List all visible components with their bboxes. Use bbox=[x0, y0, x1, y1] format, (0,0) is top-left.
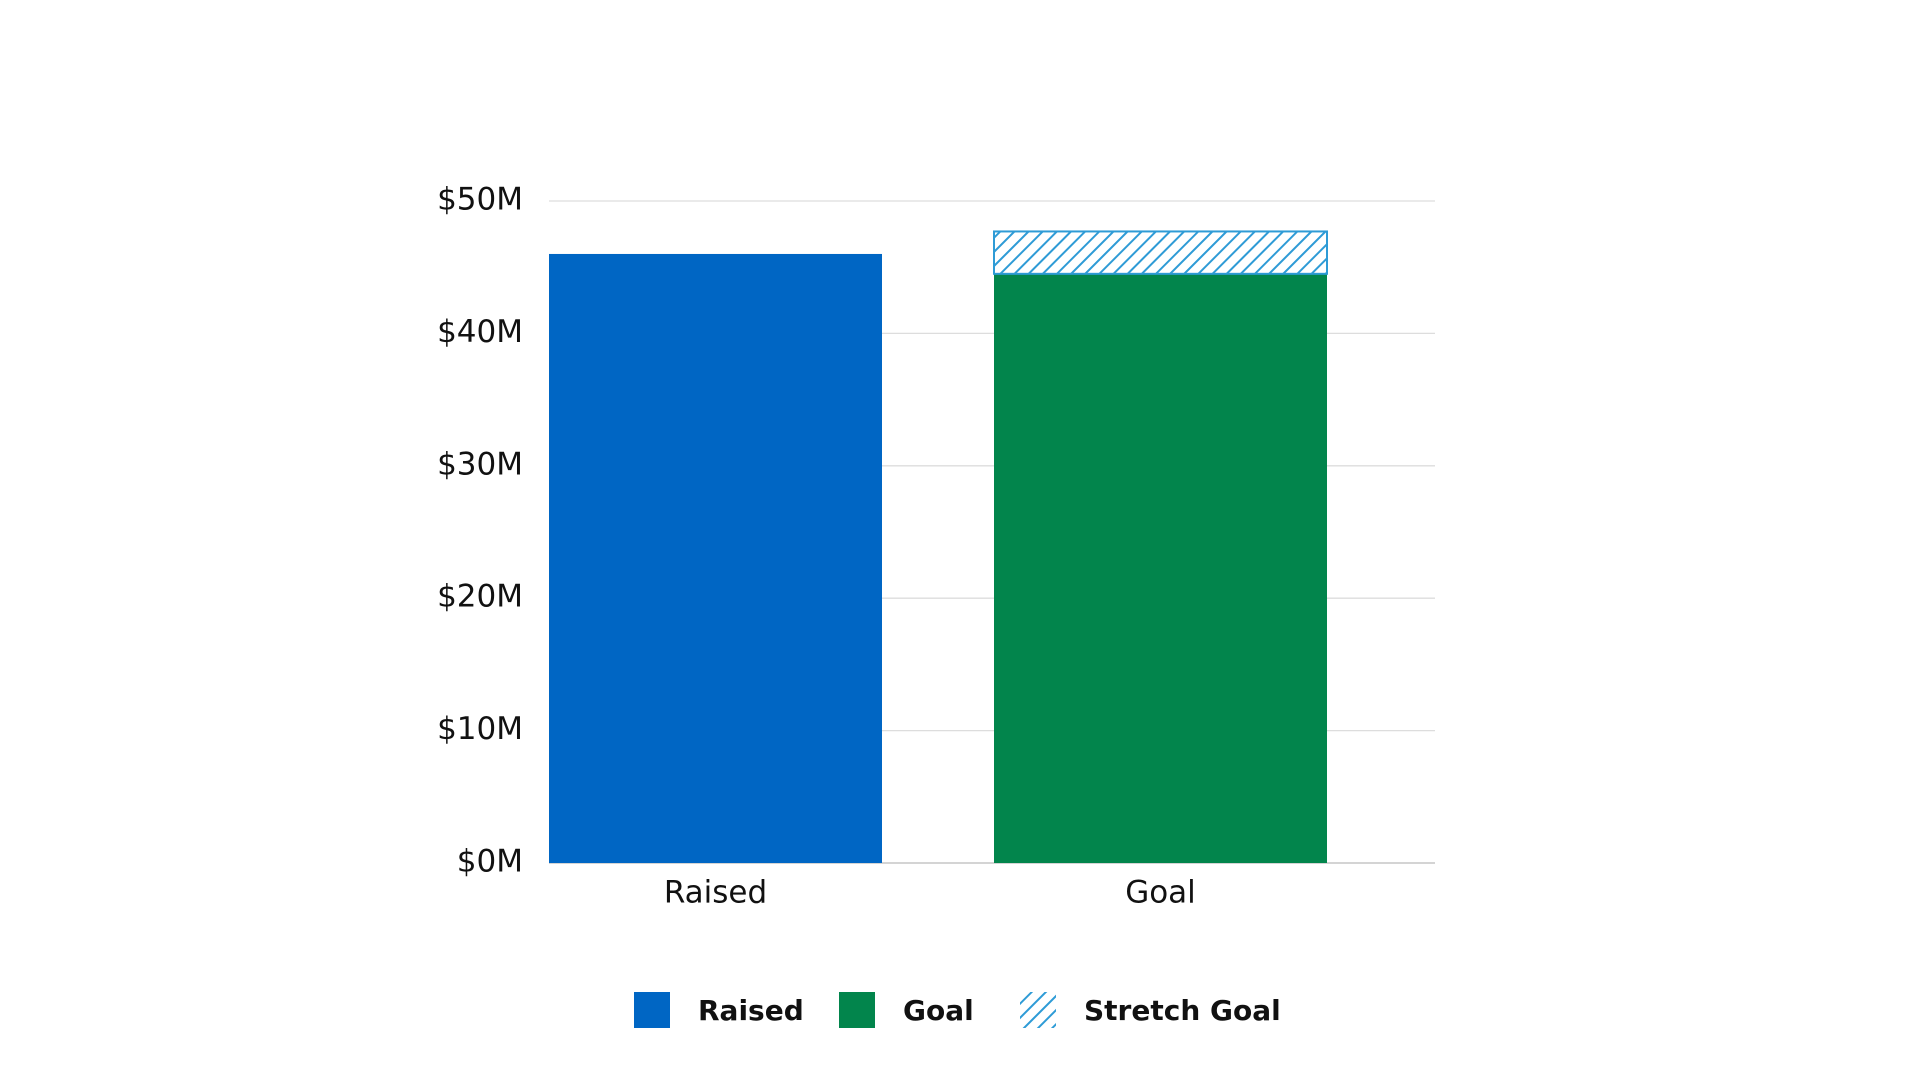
bar-segment bbox=[993, 230, 1328, 275]
y-tick-label: $10M bbox=[437, 711, 523, 747]
legend-swatch bbox=[839, 992, 875, 1028]
y-tick-label: $40M bbox=[437, 314, 523, 350]
legend-label: Stretch Goal bbox=[1084, 994, 1281, 1027]
x-tick-label: Goal bbox=[1125, 875, 1196, 911]
bar-segment bbox=[994, 273, 1327, 863]
y-tick-label: $30M bbox=[437, 446, 523, 482]
legend-label: Goal bbox=[903, 994, 974, 1027]
x-tick-label: Raised bbox=[664, 875, 767, 911]
legend-label: Raised bbox=[698, 994, 804, 1027]
bar-segment bbox=[549, 253, 882, 863]
y-tick-label: $50M bbox=[437, 182, 523, 218]
y-tick-label: $0M bbox=[457, 844, 523, 880]
legend-swatch bbox=[634, 992, 670, 1028]
legend-swatch bbox=[1020, 992, 1056, 1028]
y-tick-label: $20M bbox=[437, 579, 523, 615]
